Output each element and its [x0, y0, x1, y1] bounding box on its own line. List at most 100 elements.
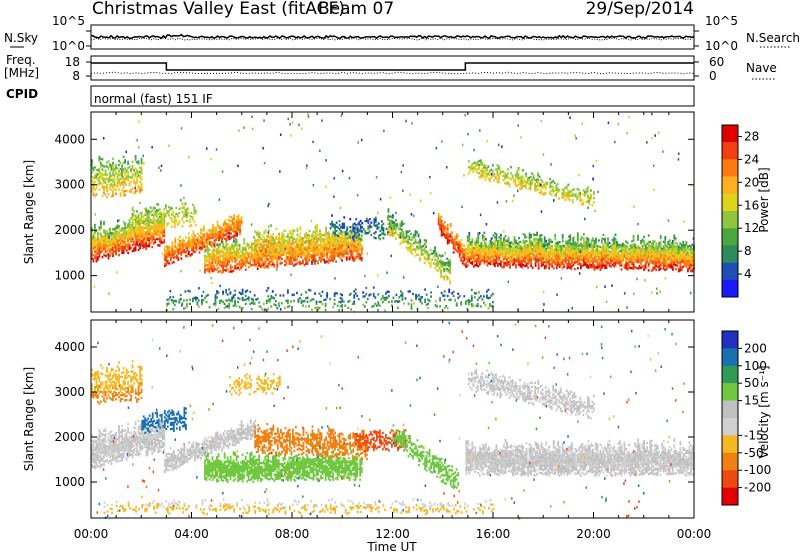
heatmap-cell	[463, 263, 466, 266]
heatmap-cell	[314, 233, 317, 237]
heatmap-cell	[118, 231, 120, 234]
heatmap-cell	[255, 231, 258, 235]
heatmap-cell	[319, 243, 321, 247]
heatmap-cell	[260, 251, 263, 255]
heatmap-cell	[555, 246, 558, 249]
heatmap-cell	[344, 232, 347, 236]
heatmap-cell	[329, 223, 332, 226]
heatmap-cell	[131, 208, 134, 212]
heatmap-cell	[192, 218, 194, 221]
heatmap-cell	[164, 214, 167, 218]
heatmap-cell	[570, 261, 573, 264]
heatmap-cell	[398, 233, 400, 237]
heatmap-cell	[130, 246, 133, 250]
heatmap-cell	[222, 228, 225, 231]
heatmap-cell	[525, 252, 528, 255]
heatmap-cell	[258, 262, 261, 265]
heatmap-cell	[561, 236, 564, 239]
heatmap-cell	[98, 240, 101, 244]
heatmap-cell	[255, 249, 258, 252]
heatmap-cell	[332, 255, 335, 259]
heatmap-cell	[134, 220, 137, 223]
heatmap-cell	[128, 246, 131, 249]
heatmap-cell	[395, 219, 397, 222]
heatmap-cell	[434, 250, 437, 253]
heatmap-cell	[229, 264, 232, 267]
heatmap-cell	[103, 179, 105, 183]
heatmap-cell	[419, 244, 421, 247]
heatmap-cell	[253, 250, 256, 253]
heatmap-cell	[234, 244, 237, 247]
heatmap-cell	[140, 240, 143, 243]
heatmap-cell	[524, 246, 527, 249]
heatmap-cell	[425, 241, 428, 244]
heatmap-cell	[231, 270, 234, 273]
heatmap-cell	[434, 258, 437, 261]
heatmap-cell	[104, 234, 107, 237]
heatmap-cell	[115, 188, 117, 191]
heatmap-cell	[264, 231, 267, 234]
heatmap-cell	[332, 249, 335, 252]
heatmap-cell	[280, 253, 283, 257]
heatmap-cell	[158, 221, 161, 225]
heatmap-cell	[137, 170, 140, 173]
heatmap-cell	[163, 230, 166, 233]
heatmap-cell	[198, 245, 201, 248]
heatmap-cell	[318, 238, 321, 241]
heatmap-cell	[197, 238, 199, 242]
heatmap-cell	[224, 237, 227, 241]
heatmap-cell	[110, 182, 113, 186]
heatmap-cell	[207, 241, 209, 244]
heatmap-cell	[323, 238, 326, 241]
heatmap-cell	[513, 262, 516, 265]
heatmap-cell	[110, 244, 113, 247]
heatmap-cell	[558, 253, 561, 256]
heatmap-cell	[518, 251, 520, 254]
heatmap-cell	[168, 262, 171, 265]
heatmap-cell	[474, 241, 477, 244]
heatmap-cell	[488, 262, 490, 265]
heatmap-cell	[131, 221, 134, 224]
heatmap-cell	[240, 258, 243, 262]
heatmap-cell	[100, 236, 102, 240]
heatmap-cell	[103, 222, 105, 226]
heatmap-cell	[637, 234, 640, 237]
heatmap-cell	[238, 264, 241, 267]
heatmap-cell	[536, 256, 539, 259]
heatmap-cell	[207, 235, 210, 238]
heatmap-cell	[347, 232, 350, 235]
heatmap-cell	[419, 258, 421, 262]
heatmap-cell	[503, 257, 505, 261]
heatmap-cell	[207, 267, 209, 271]
heatmap-cell	[244, 262, 247, 265]
heatmap-cell	[186, 213, 188, 216]
heatmap-cell	[512, 249, 514, 252]
heatmap-cell	[491, 245, 493, 248]
heatmap-cell	[115, 226, 117, 229]
heatmap-cell	[278, 236, 281, 240]
heatmap-cell	[263, 248, 266, 252]
heatmap-cell	[171, 241, 174, 244]
heatmap-cell	[564, 257, 567, 260]
heatmap-cell	[113, 244, 116, 247]
heatmap-cell	[101, 168, 104, 171]
heatmap-cell	[161, 224, 164, 228]
heatmap-cell	[175, 254, 178, 257]
heatmap-cell	[244, 248, 247, 251]
heatmap-cell	[194, 246, 196, 249]
heatmap-cell	[290, 256, 292, 259]
heatmap-cell	[536, 250, 539, 253]
heatmap-cell	[323, 252, 326, 255]
heatmap-cell	[109, 177, 111, 180]
heatmap-cell	[112, 234, 114, 237]
heatmap-cell	[277, 251, 280, 254]
heatmap-cell	[316, 223, 318, 227]
heatmap-cell	[183, 213, 185, 216]
heatmap-cell	[316, 238, 318, 241]
heatmap-cell	[435, 264, 438, 268]
heatmap-cell	[536, 260, 539, 263]
heatmap-cell	[355, 239, 358, 243]
heatmap-cell	[207, 255, 209, 258]
heatmap-cell	[512, 253, 514, 256]
heatmap-cell	[168, 248, 171, 251]
